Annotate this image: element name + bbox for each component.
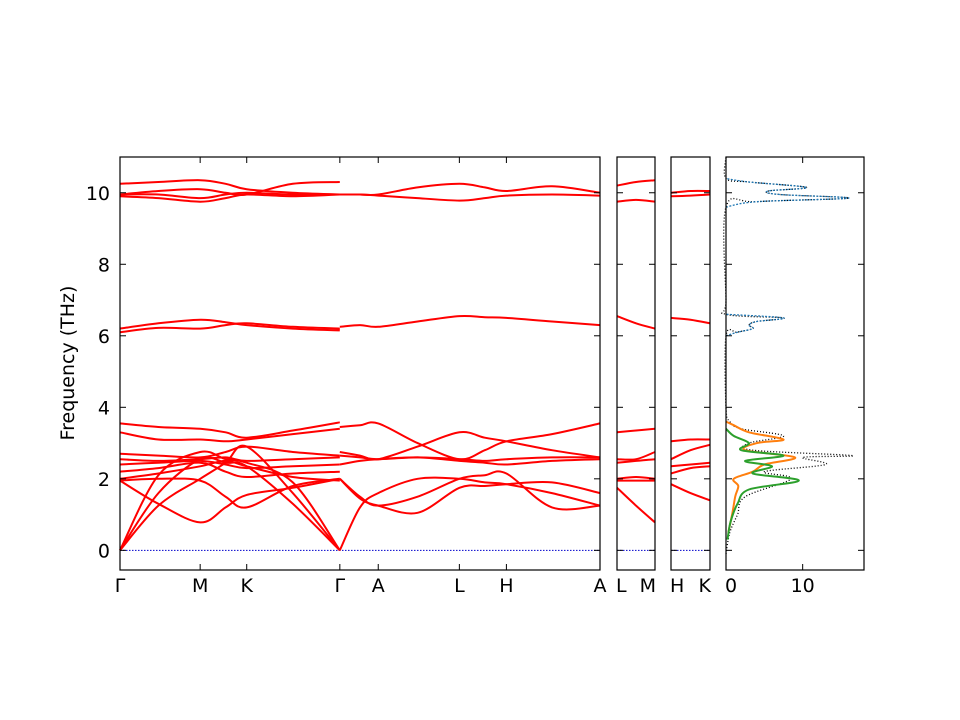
phonon-band-2-3	[670, 443, 711, 461]
phonon-band-2-5	[670, 316, 711, 325]
phonon-band-1-3	[616, 458, 656, 464]
phonon-band-1-7	[616, 198, 656, 203]
phonon-band-0-1	[119, 456, 341, 552]
dos-curve-3-0	[725, 428, 800, 540]
kpoint-label: A	[372, 575, 385, 597]
y-axis-label: Frequency (THz)	[57, 286, 79, 441]
y-tick-label: 4	[98, 397, 110, 419]
phonon-band-0-7	[119, 459, 340, 470]
phonon-band-0-16	[119, 181, 340, 196]
dos-curve-2-0	[725, 420, 797, 533]
band-panel-frame	[616, 156, 656, 571]
dos-panel-frame	[725, 156, 865, 571]
phonon-band-2-2	[670, 461, 711, 468]
phonon-band-0-15	[119, 191, 340, 200]
dos-xtick-label: 0	[725, 575, 737, 597]
phonon-band-1-2	[616, 475, 656, 480]
dos-curve-1-0	[725, 177, 850, 208]
kpoint-label: M	[640, 575, 656, 597]
kpoint-label: K	[240, 575, 253, 597]
phonon-band-1-5	[616, 427, 656, 434]
dos-curve-1-1	[725, 313, 785, 337]
phonon-band-0-18	[338, 476, 601, 551]
y-tick-label: 8	[98, 254, 110, 276]
kpoint-label: L	[454, 575, 465, 597]
phonon-band-1-6	[616, 315, 656, 330]
phonon-band-0-4	[119, 477, 340, 509]
phonon-band-0-5	[119, 459, 340, 482]
dos-xtick-label: 10	[791, 575, 815, 597]
phonon-band-0-6	[119, 461, 340, 479]
phonon-band-0-17	[119, 179, 340, 196]
phonon-band-2-0	[670, 483, 711, 502]
phonon-band-1-8	[616, 179, 656, 187]
kpoint-label: H	[499, 575, 513, 597]
phonon-band-0-21	[339, 456, 601, 466]
band-panel-frame	[119, 156, 601, 571]
phonon-band-0-27	[339, 182, 601, 197]
band-panel-frame	[670, 156, 711, 571]
y-tick-label: 10	[86, 183, 110, 205]
phonon-band-0-25	[339, 314, 601, 328]
phonon-band-1-0	[616, 487, 656, 524]
kpoint-label: Γ	[115, 575, 126, 597]
phonon-band-0-14	[119, 193, 340, 203]
phonon-band-0-3	[119, 477, 340, 524]
dos-panel: 0 10	[721, 156, 865, 597]
kpoint-label: K	[699, 575, 712, 597]
kpoint-label: Γ	[335, 575, 346, 597]
y-tick-label: 0	[98, 540, 110, 562]
phonon-band-0-12	[119, 322, 340, 334]
phonon-band-0-2	[119, 450, 341, 551]
phonon-band-1-4	[616, 451, 656, 461]
phonon-band-0-24	[339, 421, 601, 461]
y-tick-label: 2	[98, 469, 110, 491]
phonon-band-2-4	[670, 438, 711, 443]
kpoint-label: A	[594, 575, 607, 597]
phonon-band-0-13	[119, 318, 340, 332]
kpoint-label: L	[616, 575, 627, 597]
y-tick-label: 6	[98, 326, 110, 348]
phonon-band-0-20	[339, 470, 601, 511]
phonon-band-0-8	[119, 456, 340, 462]
kpoint-label: H	[670, 575, 684, 597]
phonon-band-0-10	[119, 427, 340, 443]
phonon-band-2-6	[670, 193, 711, 198]
phonon-band-0-9	[119, 445, 340, 459]
kpoint-label: M	[192, 575, 208, 597]
y-tick-labels: 0 2 4 6 8 10	[86, 183, 110, 563]
phonon-band-2-1	[670, 465, 711, 475]
phonon-band-0-23	[339, 431, 601, 461]
phonon-band-0-11	[119, 421, 340, 439]
